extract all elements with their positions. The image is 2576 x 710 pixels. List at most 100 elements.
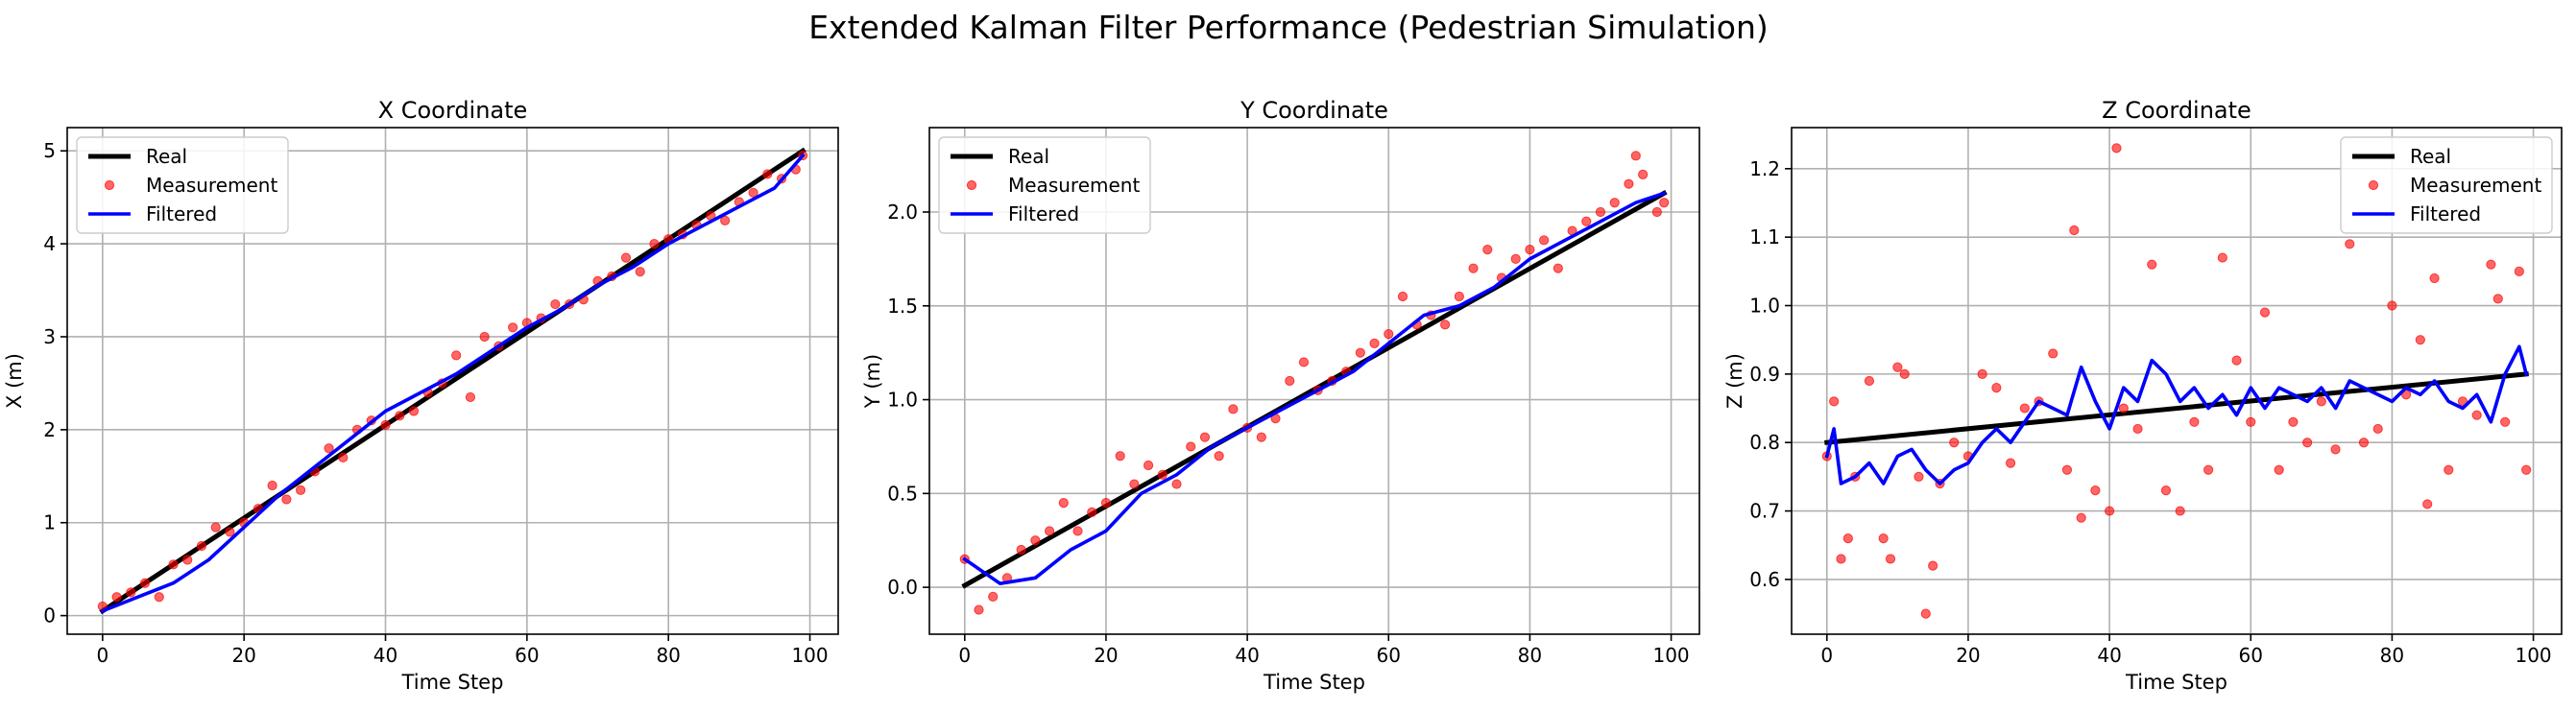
y-tick-label: 1.5 [887, 295, 918, 318]
legend-label: Real [2410, 145, 2451, 168]
measurement-point [210, 522, 221, 532]
measurement-point [762, 169, 773, 179]
measurement-point [2444, 464, 2454, 475]
measurement-point [1397, 291, 1408, 302]
measurement-point [2486, 259, 2496, 270]
x-tick-label: 80 [1518, 644, 1542, 667]
measurement-point [2048, 348, 2058, 359]
measurement-point [1355, 347, 1365, 358]
measurement-point [338, 452, 349, 463]
x-tick-label: 100 [2515, 644, 2551, 667]
y-axis-label: X (m) [3, 353, 26, 409]
measurement-point [2111, 143, 2122, 154]
y-tick-label: 2 [43, 418, 56, 441]
measurement-point [1638, 169, 1649, 179]
measurement-point [2203, 464, 2214, 475]
x-tick-label: 40 [1235, 644, 1259, 667]
measurement-point [1581, 216, 1592, 226]
measurement-point [2231, 355, 2242, 366]
x-tick-label: 60 [515, 644, 539, 667]
legend-marker-measurement [2368, 179, 2379, 191]
measurement-point [1440, 320, 1451, 330]
measurement-point [1214, 451, 1224, 462]
measurement-point [1539, 235, 1550, 246]
measurement-point [2090, 485, 2101, 496]
measurement-point [1885, 554, 1896, 564]
measurement-point [196, 540, 207, 552]
measurement-point [296, 485, 306, 495]
measurement-point [1115, 451, 1125, 462]
measurement-point [1199, 432, 1211, 442]
measurement-point [479, 331, 490, 343]
measurement-point [395, 411, 405, 421]
x-tick-label: 60 [1377, 644, 1401, 667]
measurement-point [988, 591, 999, 602]
measurement-point [2005, 458, 2016, 468]
x-tick-label: 80 [2380, 644, 2404, 667]
measurement-point [1298, 357, 1310, 367]
measurement-point [2345, 239, 2355, 249]
y-axis-label: Y (m) [861, 354, 884, 409]
measurement-point [2457, 396, 2468, 407]
measurement-point [1030, 535, 1041, 546]
x-tick-label: 20 [1956, 644, 1980, 667]
filtered-line [962, 191, 1667, 586]
measurement-point [1058, 498, 1069, 509]
measurement-point [1553, 263, 1563, 273]
measurement-point [720, 215, 731, 225]
measurement-point [1842, 533, 1853, 544]
measurement-point [2415, 335, 2425, 345]
measurement-point [1991, 383, 2002, 393]
x-tick-label: 0 [96, 644, 108, 667]
filtered-line [1824, 344, 2529, 485]
measurement-point [1892, 362, 1903, 372]
measurement-point [1595, 206, 1606, 218]
measurement-point [2189, 416, 2200, 427]
measurement-point [1914, 471, 1924, 482]
measurement-point [1468, 263, 1479, 273]
measurement-point [2401, 390, 2412, 400]
legend-box [2340, 136, 2553, 234]
measurement-point [1157, 469, 1168, 480]
filtered-line [100, 153, 806, 614]
measurement-point [1864, 375, 1875, 387]
measurement-point [1482, 245, 1493, 255]
x-tick-label: 40 [2097, 644, 2121, 667]
measurement-point [2372, 423, 2383, 435]
x-tick-label: 80 [656, 644, 680, 667]
measurement-point [1171, 479, 1182, 489]
measurement-point [1525, 245, 1535, 255]
y-tick-label: 3 [43, 325, 56, 348]
measurement-point [2387, 300, 2397, 311]
measurement-point [2175, 506, 2185, 516]
y-tick-label: 0.9 [1749, 363, 1780, 386]
legend-marker-measurement [104, 179, 115, 191]
legend-label: Measurement [1008, 174, 1140, 197]
axes-frame [1791, 127, 2563, 635]
x-tick-label: 100 [791, 644, 828, 667]
y-tick-label: 0 [43, 604, 56, 627]
measurement-point [1016, 544, 1026, 556]
subplot-z: 0 20 40 60 80 100 0.6 0.7 0.8 0.9 1.0 1.1 1.2 Z Coord… [1723, 97, 2563, 694]
measurement-point [1087, 507, 1097, 517]
legend-label: Filtered [1008, 202, 1079, 225]
real-line [99, 147, 807, 615]
y-tick-label: 1.0 [887, 389, 918, 412]
plot-area-z [1821, 143, 2532, 619]
measurement-point [974, 604, 984, 615]
measurement-point [1228, 404, 1239, 414]
measurement-point [1072, 526, 1083, 536]
axes-frame [66, 127, 839, 635]
measurement-point [1624, 178, 1634, 189]
measurement-point [1285, 375, 1295, 387]
y-tick-label: 1 [43, 511, 56, 534]
x-tick-label: 0 [958, 644, 971, 667]
x-tick-label: 0 [1820, 644, 1833, 667]
y-tick-label: 0.5 [887, 482, 918, 505]
plot-area-y [959, 151, 1670, 615]
x-tick-label: 40 [373, 644, 397, 667]
legend-label: Real [1008, 145, 1049, 168]
measurement-point [154, 592, 164, 603]
